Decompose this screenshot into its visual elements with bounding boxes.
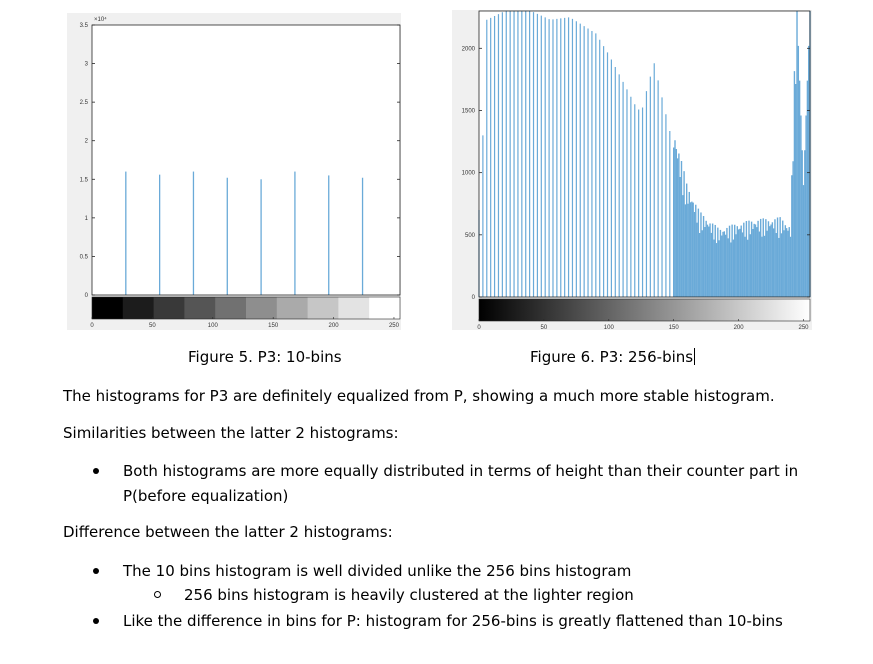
y-tick-label: 2.5 xyxy=(80,100,89,106)
list-item-line: Both histograms are more equally distrib… xyxy=(123,462,799,480)
colorbar-frame xyxy=(91,296,401,320)
figure-5-histogram: 0 0.5 1 1.5 2 2.5 3 3.5 ×10⁴ 0 50 100 150 200 250 xyxy=(67,13,401,330)
x-tick-label: 250 xyxy=(799,325,810,330)
colorbar-segment xyxy=(338,297,370,319)
x-tick-label: 200 xyxy=(329,323,340,329)
x-tick-label: 50 xyxy=(149,323,156,329)
chart-256-bins: 0 500 1000 1500 2000 0 50 100 150 200 250 xyxy=(462,10,811,330)
paragraph-similarities-heading: Similarities between the latter 2 histog… xyxy=(63,424,399,442)
colorbar-segment xyxy=(246,297,278,319)
y-tick-label: 1.5 xyxy=(80,177,89,183)
axes-frame xyxy=(478,10,811,298)
figure-5-caption: Figure 5. P3: 10-bins xyxy=(188,348,342,366)
colorbar-segment xyxy=(215,297,247,319)
bullet-icon xyxy=(93,468,99,474)
plot-area xyxy=(92,25,400,295)
y-tick-label: 1 xyxy=(85,216,89,222)
x-tick-label: 0 xyxy=(90,323,94,329)
y-tick-label: 0 xyxy=(85,293,89,299)
colorbar-frame xyxy=(478,298,811,322)
sub-list-item: 256 bins histogram is heavily clustered … xyxy=(184,586,634,604)
paragraph-summary: The histograms for P3 are definitely equ… xyxy=(63,387,775,405)
text-cursor xyxy=(694,348,696,365)
list-item-line: P(before equalization) xyxy=(123,487,289,505)
colorbar-segment xyxy=(307,297,339,319)
y-tick-label: 2000 xyxy=(462,46,476,52)
x-tick-label: 150 xyxy=(669,325,680,330)
x-tick-label: 250 xyxy=(389,323,400,329)
list-item: Like the difference in bins for P: histo… xyxy=(123,612,783,630)
colorbar-gradient xyxy=(479,299,810,321)
x-tick-label: 150 xyxy=(268,323,279,329)
figure-6-histogram: 0 500 1000 1500 2000 0 50 100 150 200 250 xyxy=(452,10,812,330)
axes-frame xyxy=(91,24,401,296)
y-tick-label: 500 xyxy=(465,233,476,239)
paragraph-differences-heading: Difference between the latter 2 histogra… xyxy=(63,523,393,541)
bullet-icon xyxy=(93,568,99,574)
colorbar-segment xyxy=(122,297,155,319)
colorbar-segment xyxy=(153,297,185,319)
colorbar-segment xyxy=(276,297,309,319)
list-item: The 10 bins histogram is well divided un… xyxy=(123,562,632,580)
figure-6-caption: Figure 6. P3: 256-bins xyxy=(530,348,696,366)
y-tick-label: 1500 xyxy=(462,108,476,114)
colorbar-segment xyxy=(369,297,401,319)
colorbar-segment xyxy=(92,297,124,319)
y-tick-label: 0.5 xyxy=(80,254,89,260)
x-tick-label: 50 xyxy=(541,325,548,330)
y-tick-label: 1000 xyxy=(462,171,476,177)
x-tick-label: 100 xyxy=(604,325,615,330)
chart-10-bins: 0 0.5 1 1.5 2 2.5 3 3.5 ×10⁴ 0 50 100 150 200 250 xyxy=(80,16,401,329)
y-tick-label: 2 xyxy=(85,139,89,145)
x-tick-label: 100 xyxy=(208,323,219,329)
bullet-icon xyxy=(93,618,99,624)
y-tick-label: 3.5 xyxy=(80,23,89,29)
x-tick-label: 200 xyxy=(734,325,745,330)
y-multiplier-label: ×10⁴ xyxy=(94,16,107,23)
colorbar-segment xyxy=(184,297,216,319)
y-tick-label: 3 xyxy=(85,62,89,68)
sub-bullet-icon xyxy=(154,591,161,598)
y-tick-label: 0 xyxy=(472,295,476,301)
x-tick-label: 0 xyxy=(477,325,481,330)
list-item: Both histograms are more equally distrib… xyxy=(123,459,798,509)
